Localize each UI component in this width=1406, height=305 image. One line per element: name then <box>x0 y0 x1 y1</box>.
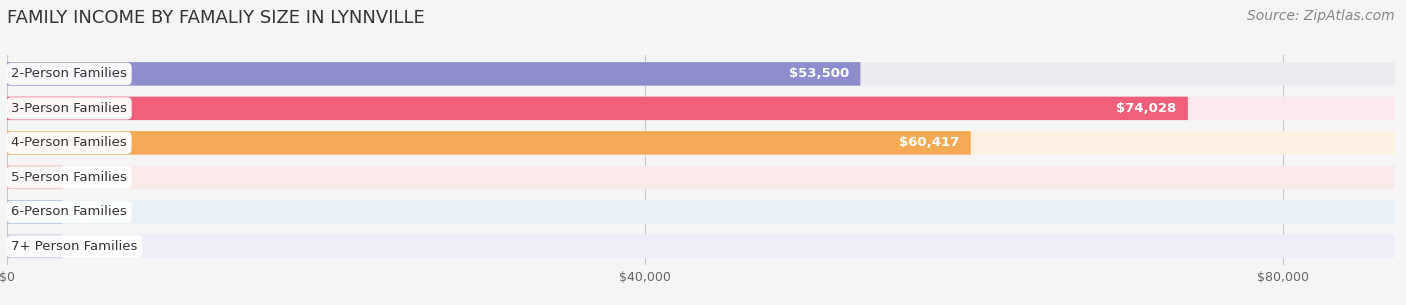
FancyBboxPatch shape <box>7 62 860 86</box>
FancyBboxPatch shape <box>7 200 1395 224</box>
FancyBboxPatch shape <box>7 200 62 224</box>
Text: $0: $0 <box>79 240 96 253</box>
Text: $74,028: $74,028 <box>1116 102 1177 115</box>
Text: 7+ Person Families: 7+ Person Families <box>11 240 138 253</box>
Text: $53,500: $53,500 <box>789 67 849 81</box>
FancyBboxPatch shape <box>7 97 1188 120</box>
Text: $0: $0 <box>79 205 96 218</box>
FancyBboxPatch shape <box>7 166 62 189</box>
Text: $0: $0 <box>79 171 96 184</box>
Text: $60,417: $60,417 <box>900 136 960 149</box>
Text: Source: ZipAtlas.com: Source: ZipAtlas.com <box>1247 9 1395 23</box>
Text: FAMILY INCOME BY FAMALIY SIZE IN LYNNVILLE: FAMILY INCOME BY FAMALIY SIZE IN LYNNVIL… <box>7 9 425 27</box>
FancyBboxPatch shape <box>7 131 1395 155</box>
Text: 3-Person Families: 3-Person Families <box>11 102 127 115</box>
FancyBboxPatch shape <box>7 131 970 155</box>
Text: 4-Person Families: 4-Person Families <box>11 136 127 149</box>
FancyBboxPatch shape <box>7 166 1395 189</box>
Text: 5-Person Families: 5-Person Families <box>11 171 127 184</box>
FancyBboxPatch shape <box>7 62 1395 86</box>
Text: 6-Person Families: 6-Person Families <box>11 205 127 218</box>
Text: 2-Person Families: 2-Person Families <box>11 67 127 81</box>
FancyBboxPatch shape <box>7 235 1395 258</box>
FancyBboxPatch shape <box>7 97 1395 120</box>
FancyBboxPatch shape <box>7 235 62 258</box>
